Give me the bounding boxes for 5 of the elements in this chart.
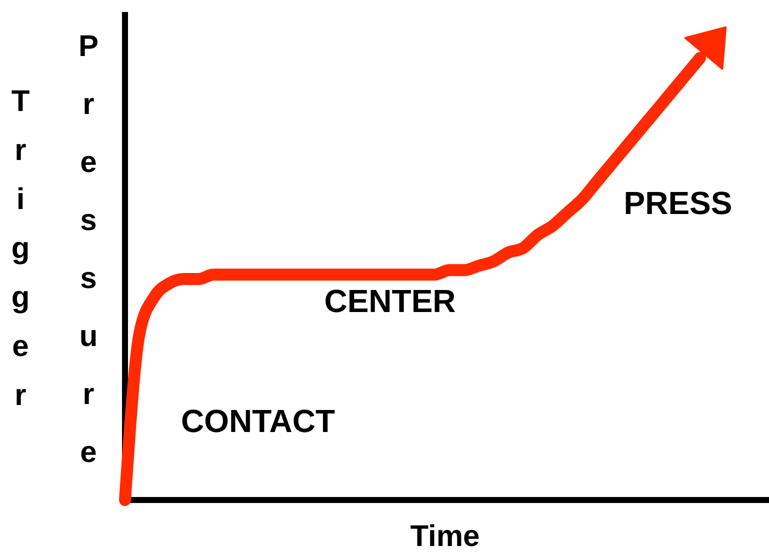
- y-axis-title: Trigger Pressure: [4, 30, 105, 494]
- annotation: PRESS: [624, 185, 732, 221]
- annotation: CONTACT: [180, 403, 336, 439]
- annotation: CENTER: [324, 283, 456, 319]
- x-axis-title: Time: [410, 520, 480, 552]
